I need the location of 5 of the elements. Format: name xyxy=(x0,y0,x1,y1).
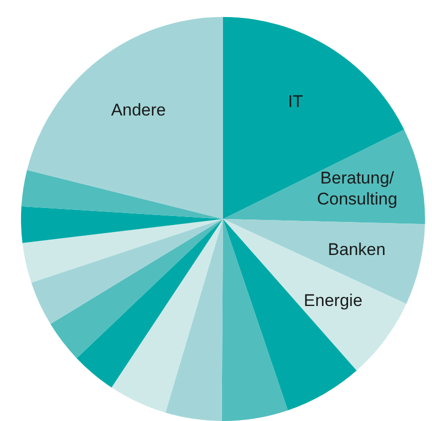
slice-label: IT xyxy=(288,92,304,112)
slice-label: Energie xyxy=(304,290,362,310)
slice-label: Banken xyxy=(328,240,386,259)
slice-label: Beratung/ Consulting xyxy=(316,168,398,209)
slice-label: Andere xyxy=(111,100,166,120)
